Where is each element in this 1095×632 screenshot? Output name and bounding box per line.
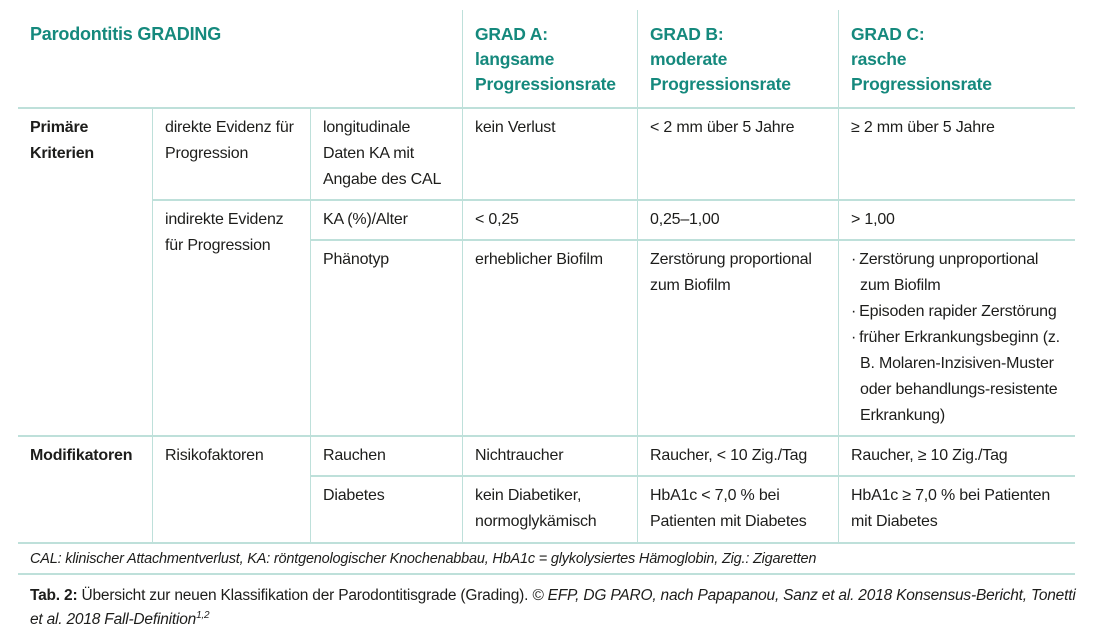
cell-diabetes-criterion: Diabetes — [310, 475, 463, 542]
bullet-item: Episoden rapider Zerstörung — [851, 299, 1065, 325]
table-row-diabetes: Diabetes kein Diabetiker, normoglykämisc… — [18, 475, 1076, 542]
cell-ratio-grade-a: < 0,25 — [462, 199, 638, 239]
cell-risk-factors: Risikofaktoren — [152, 435, 310, 542]
cell-phenotype-grade-c: Zerstörung unproportional zum BiofilmEpi… — [838, 239, 1076, 435]
header-row: Parodontitis GRADING GRAD A: langsame Pr… — [18, 10, 1075, 107]
cell-direct-grade-b: < 2 mm über 5 Jahre — [637, 107, 839, 199]
grading-table-wrap: Parodontitis GRADING GRAD A: langsame Pr… — [18, 10, 1076, 544]
cell-smoking-criterion: Rauchen — [310, 435, 463, 475]
bullet-item: Zerstörung unproportional zum Biofilm — [851, 247, 1065, 299]
bullet-item: früher Erkrankungsbeginn (z. B. Molaren-… — [851, 325, 1065, 429]
cell-diabetes-grade-b: HbA1c < 7,0 % bei Patienten mit Diabetes — [637, 475, 839, 542]
caption-reference-numbers: 1,2 — [196, 609, 210, 621]
group-label-modifiers: Modifikatoren — [18, 435, 152, 542]
table-row-phenotype: Phänotyp erheblicher Biofilm Zerstörung … — [18, 239, 1076, 435]
cell-phenotype-criterion: Phänotyp — [310, 239, 463, 435]
grade-b-header: GRAD B: moderate Progressionsrate — [637, 10, 838, 107]
cell-ratio-grade-c: > 1,00 — [838, 199, 1076, 239]
caption-text: Übersicht zur neuen Klassifikation der P… — [77, 587, 533, 604]
cell-smoking-grade-c: Raucher, ≥ 10 Zig./Tag — [838, 435, 1076, 475]
cell-phenotype-grade-a: erheblicher Biofilm — [462, 239, 638, 435]
cell-direct-grade-a: kein Verlust — [462, 107, 638, 199]
cell-phenotype-grade-b: Zerstörung proportional zum Biofilm — [637, 239, 839, 435]
cell-indirect-evidence: indirekte Evidenz für Progression — [152, 199, 310, 435]
grade-a-header: GRAD A: langsame Progressionsrate — [462, 10, 637, 107]
cell-diabetes-grade-c: HbA1c ≥ 7,0 % bei Patienten mit Diabetes — [838, 475, 1076, 542]
cell-ratio-grade-b: 0,25–1,00 — [637, 199, 839, 239]
cell-smoking-grade-b: Raucher, < 10 Zig./Tag — [637, 435, 839, 475]
table-caption: Tab. 2: Übersicht zur neuen Klassifikati… — [18, 584, 1081, 632]
caption-credit: © EFP, DG PARO, nach Papapanou, Sanz et … — [30, 587, 1076, 628]
table-row-smoking: Modifikatoren Risikofaktoren Rauchen Nic… — [18, 435, 1076, 542]
group-label-primary-criteria: Primäre Kriterien — [18, 107, 152, 435]
table-footnote: CAL: klinischer Attachmentverlust, KA: r… — [18, 544, 1075, 575]
grade-c-header: GRAD C: rasche Progressionsrate — [838, 10, 1075, 107]
cell-direct-criterion: longitudinale Daten KA mit Angabe des CA… — [310, 107, 463, 199]
table-row-direct-evidence: Primäre Kriterien direkte Evidenz für Pr… — [18, 107, 1076, 199]
cell-ratio-criterion: KA (%)/Alter — [310, 199, 463, 239]
cell-diabetes-grade-a: kein Diabetiker, normoglykämisch — [462, 475, 638, 542]
grading-table: Parodontitis GRADING GRAD A: langsame Pr… — [18, 10, 1076, 542]
table-row-ka-alter: indirekte Evidenz für Progression KA (%)… — [18, 199, 1076, 435]
cell-direct-grade-c: ≥ 2 mm über 5 Jahre — [838, 107, 1076, 199]
cell-direct-evidence: direkte Evidenz für Progression — [152, 107, 310, 199]
caption-label: Tab. 2: — [30, 587, 78, 604]
cell-smoking-grade-a: Nichtraucher — [462, 435, 638, 475]
table-title: Parodontitis GRADING — [30, 24, 222, 44]
